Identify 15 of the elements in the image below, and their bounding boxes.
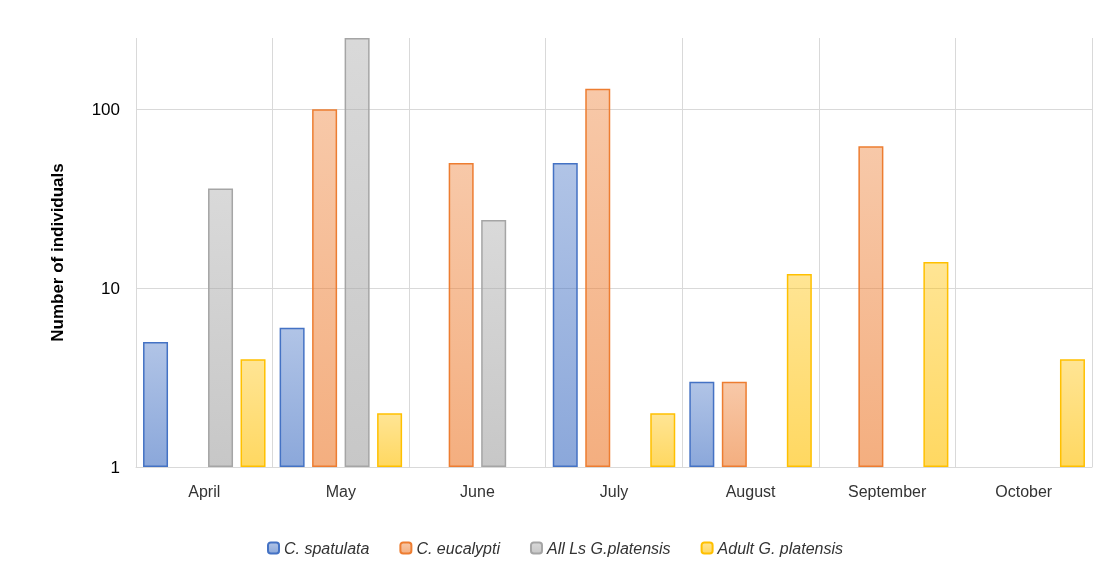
legend-label: C. eucalypti	[416, 539, 501, 557]
x-tick-label: April	[188, 482, 221, 500]
x-tick-label: June	[460, 482, 495, 500]
y-tick-label: 1	[110, 457, 120, 477]
x-tick-label: July	[599, 482, 629, 500]
y-tick-label: 100	[91, 99, 120, 119]
legend-label: All Ls G.platensis	[545, 539, 671, 557]
legend-label: C. spatulata	[284, 539, 370, 557]
x-tick-label: October	[995, 482, 1053, 500]
legend-label: Adult G. platensis	[716, 539, 843, 557]
x-tick-label: August	[725, 482, 777, 500]
y-tick-label: 10	[101, 278, 120, 298]
x-tick-label: September	[848, 482, 927, 500]
y-axis-title: Number of individuals	[48, 163, 67, 342]
x-tick-label: May	[325, 482, 356, 500]
